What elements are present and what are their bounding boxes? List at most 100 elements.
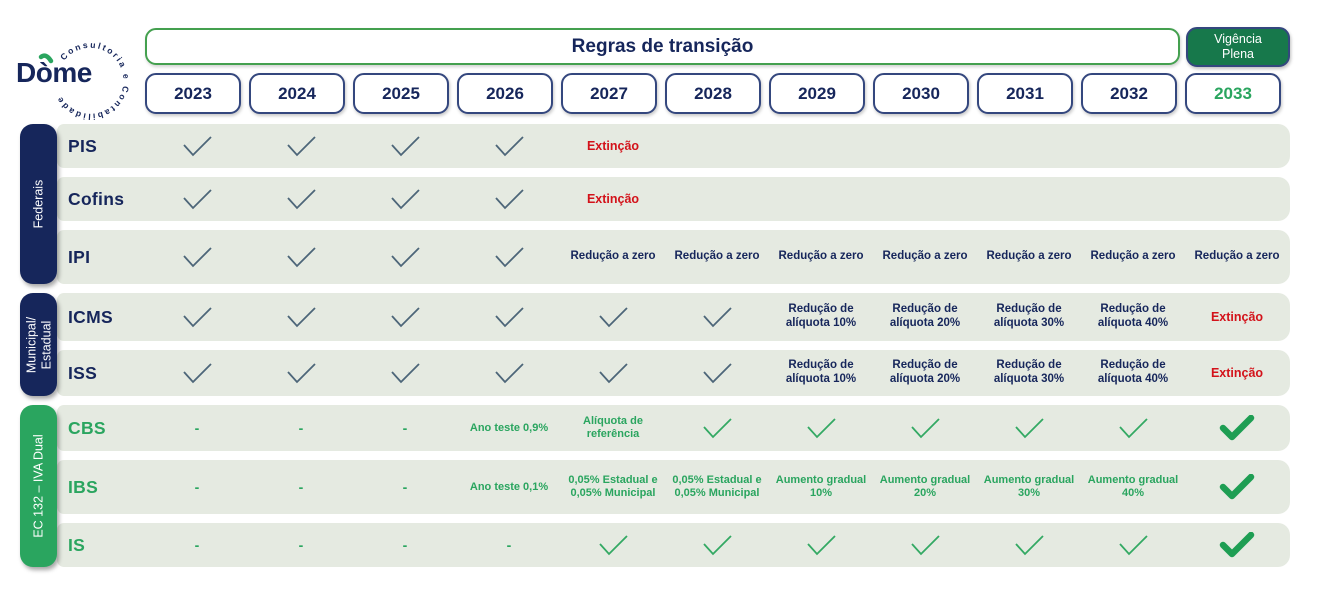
cell-ICMS-2026 (457, 306, 561, 329)
cell-ICMS-2032: Redução de alíquota 40% (1081, 303, 1185, 330)
cell-text: Aumento gradual 10% (769, 474, 873, 500)
dash-mark: - (403, 420, 408, 436)
cell-ICMS-2033: Extinção (1185, 310, 1289, 325)
cell-text: Redução de alíquota 30% (977, 303, 1081, 330)
cell-CBS-2024: - (249, 420, 353, 436)
check-icon (1012, 417, 1046, 440)
cell-IS-2028 (665, 534, 769, 557)
cell-CBS-2033 (1185, 415, 1289, 441)
dash-mark: - (507, 537, 512, 553)
cell-IPI-2028: Redução a zero (665, 250, 769, 264)
cell-text: Aumento gradual 30% (977, 474, 1081, 500)
cell-IS-2029 (769, 534, 873, 557)
cell-CBS-2023: - (145, 420, 249, 436)
dash-mark: - (195, 479, 200, 495)
cell-IPI-2024 (249, 246, 353, 269)
cell-IBS-2024: - (249, 479, 353, 495)
cell-PIS-2026 (457, 135, 561, 158)
cell-ICMS-2029: Redução de alíquota 10% (769, 303, 873, 330)
check-icon (492, 135, 526, 158)
row-CBS: CBS---Ano teste 0,9%Alíquota de referênc… (57, 405, 1290, 451)
check-icon (388, 362, 422, 385)
cell-ISS-2024 (249, 362, 353, 385)
cell-text: Aumento gradual 20% (873, 474, 977, 500)
tax-label-CBS: CBS (57, 418, 145, 439)
cell-text: Extinção (585, 192, 641, 207)
cell-IS-2031 (977, 534, 1081, 557)
check-icon (388, 246, 422, 269)
year-header-2033: 2033 (1185, 73, 1281, 114)
cell-CBS-2032 (1081, 417, 1185, 440)
cell-text: Redução a zero (1193, 250, 1282, 264)
cell-IS-2026: - (457, 537, 561, 553)
cell-text: Extinção (585, 139, 641, 154)
cell-ISS-2032: Redução de alíquota 40% (1081, 359, 1185, 386)
dash-mark: - (299, 537, 304, 553)
cell-ISS-2025 (353, 362, 457, 385)
check-icon (284, 188, 318, 211)
row-IBS: IBS---Ano teste 0,1%0,05% Estadual e 0,0… (57, 460, 1290, 514)
cell-IS-2024: - (249, 537, 353, 553)
row-ISS: ISSRedução de alíquota 10%Redução de alí… (57, 350, 1290, 396)
cell-IPI-2029: Redução a zero (769, 250, 873, 264)
cell-IBS-2023: - (145, 479, 249, 495)
check-icon (1012, 534, 1046, 557)
cell-IBS-2028: 0,05% Estadual e 0,05% Municipal (665, 474, 769, 500)
cell-Cofins-2023 (145, 188, 249, 211)
cell-CBS-2031 (977, 417, 1081, 440)
check-icon (1116, 534, 1150, 557)
check-icon (284, 246, 318, 269)
full-effect-badge: Vigência Plena (1186, 27, 1290, 67)
cell-text: Redução de alíquota 40% (1081, 303, 1185, 330)
check-icon (492, 246, 526, 269)
transition-rules-infographic: Consultoria e Contabilidade Dòme Regras … (0, 0, 1318, 592)
check-icon (492, 362, 526, 385)
check-icon (284, 362, 318, 385)
year-header-2027: 2027 (561, 73, 657, 114)
cell-ISS-2023 (145, 362, 249, 385)
check-icon (700, 417, 734, 440)
cell-IBS-2029: Aumento gradual 10% (769, 474, 873, 500)
row-ICMS: ICMSRedução de alíquota 10%Redução de al… (57, 293, 1290, 341)
cell-ICMS-2031: Redução de alíquota 30% (977, 303, 1081, 330)
cell-IS-2033 (1185, 532, 1289, 558)
year-header-2024: 2024 (249, 73, 345, 114)
cell-text: Redução de alíquota 30% (977, 359, 1081, 386)
dash-mark: - (195, 537, 200, 553)
cell-Cofins-2024 (249, 188, 353, 211)
cell-IBS-2026: Ano teste 0,1% (457, 481, 561, 494)
page-title: Regras de transição (145, 28, 1180, 65)
cell-ISS-2028 (665, 362, 769, 385)
cell-IBS-2030: Aumento gradual 20% (873, 474, 977, 500)
bold-check-icon (1219, 532, 1255, 558)
tax-label-IBS: IBS (57, 477, 145, 498)
cell-text: Redução de alíquota 40% (1081, 359, 1185, 386)
check-icon (908, 417, 942, 440)
check-icon (388, 188, 422, 211)
cell-IS-2032 (1081, 534, 1185, 557)
check-icon (596, 362, 630, 385)
cell-ISS-2033: Extinção (1185, 366, 1289, 381)
logo-brand: Dòme (16, 57, 92, 88)
check-icon (180, 246, 214, 269)
tax-label-Cofins: Cofins (57, 189, 145, 210)
check-icon (284, 306, 318, 329)
cell-IS-2027 (561, 534, 665, 557)
check-icon (492, 306, 526, 329)
check-icon (180, 362, 214, 385)
group-bar-federais: Federais (20, 124, 57, 284)
tax-label-ISS: ISS (57, 363, 145, 384)
dash-mark: - (403, 537, 408, 553)
cell-CBS-2026: Ano teste 0,9% (457, 422, 561, 435)
check-icon (180, 306, 214, 329)
year-header-2028: 2028 (665, 73, 761, 114)
year-header-2032: 2032 (1081, 73, 1177, 114)
row-IS: IS---- (57, 523, 1290, 567)
cell-text: Redução a zero (777, 250, 866, 264)
tax-label-PIS: PIS (57, 136, 145, 157)
group-bar-label: Municipal/ Estadual (20, 293, 57, 396)
check-icon (700, 306, 734, 329)
cell-IPI-2023 (145, 246, 249, 269)
cell-ICMS-2023 (145, 306, 249, 329)
bold-check-icon (1219, 474, 1255, 500)
